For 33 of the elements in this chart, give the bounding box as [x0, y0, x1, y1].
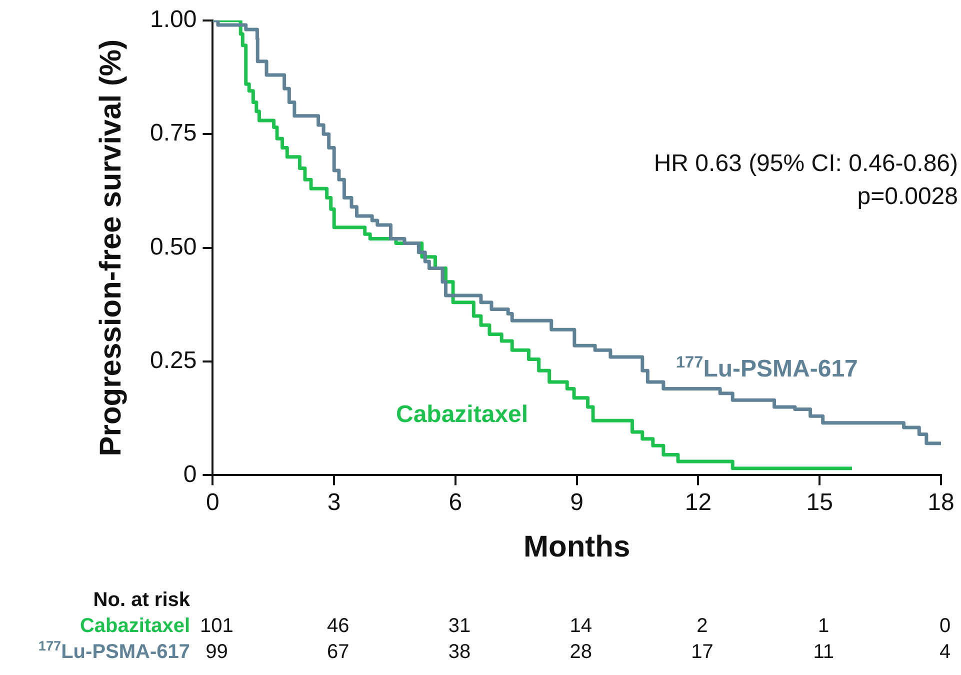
text: 46: [326, 615, 350, 637]
annotation: HR 0.63 (95% CI: 0.46-0.86): [654, 150, 958, 177]
text: 17: [691, 641, 714, 663]
x-tick-label: 6: [448, 489, 462, 516]
x-axis-title: Months: [524, 530, 630, 564]
y-tick-label: 0.50: [150, 233, 197, 260]
series-label: Cabazitaxel: [396, 400, 528, 428]
text: 0: [939, 615, 951, 637]
text: 28: [570, 641, 592, 663]
text: 4: [939, 641, 951, 663]
x-tick-label: 18: [928, 489, 954, 516]
x-tick-label: 9: [570, 489, 584, 516]
y-tick-label: 0.75: [150, 120, 197, 147]
x-tick-label: 0: [206, 489, 220, 516]
text: 101: [200, 615, 234, 637]
text: 99: [206, 641, 228, 663]
y-tick-label: 1.00: [150, 6, 197, 34]
annotation: p=0.0028: [857, 183, 958, 210]
y-axis-title: Progression-free survival (%): [94, 39, 128, 456]
text: 1: [818, 615, 830, 637]
y-tick-label: 0: [183, 460, 197, 488]
text: Cabazitaxel: [80, 615, 190, 637]
x-tick-label: 3: [327, 489, 341, 516]
text: 11: [813, 641, 834, 663]
text: 67: [326, 641, 350, 663]
text: 31: [448, 615, 471, 637]
text: 38: [448, 641, 471, 663]
text: 2: [696, 615, 708, 637]
text: No. at risk: [93, 589, 191, 611]
x-tick-label: 15: [806, 489, 833, 516]
x-tick-label: 12: [684, 489, 712, 516]
y-tick-label: 0.25: [150, 347, 197, 374]
text: 14: [570, 615, 592, 637]
